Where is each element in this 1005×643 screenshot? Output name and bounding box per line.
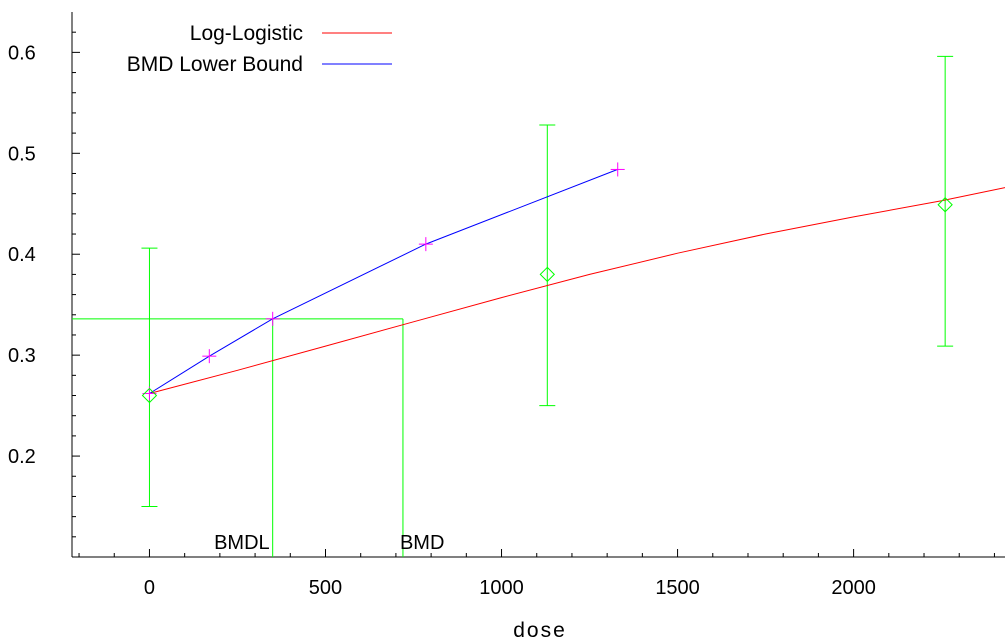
y-tick-label: 0.6 bbox=[8, 42, 36, 64]
plot-frame bbox=[71, 12, 1005, 558]
y-tick-label: 0.5 bbox=[8, 143, 36, 165]
annotations: BMDL BMD bbox=[214, 532, 444, 554]
x-axis: 0 500 1000 1500 2000 bbox=[78, 549, 995, 599]
bmd-markers bbox=[142, 162, 625, 401]
y-tick-label: 0.4 bbox=[8, 244, 36, 266]
x-axis-title: dose bbox=[513, 619, 567, 642]
observed-points bbox=[141, 197, 953, 404]
observed-mean-diamond bbox=[937, 197, 953, 213]
error-bar bbox=[539, 124, 556, 407]
error-bar bbox=[141, 247, 158, 508]
y-axis: 0.2 0.3 0.4 0.5 0.6 bbox=[8, 31, 80, 558]
x-tick-label: 1500 bbox=[655, 577, 700, 599]
observed-mean-diamond bbox=[141, 387, 158, 404]
plus-marker bbox=[202, 349, 217, 364]
observed-mean-diamond bbox=[539, 266, 556, 283]
series-lines bbox=[149, 168, 1005, 394]
plus-marker bbox=[418, 237, 433, 252]
legend-label: Log-Logistic bbox=[190, 22, 303, 45]
legend-label: BMD Lower Bound bbox=[127, 53, 303, 76]
plus-marker bbox=[610, 162, 625, 177]
x-tick-label: 500 bbox=[309, 577, 342, 599]
x-tick-label: 2000 bbox=[831, 577, 876, 599]
x-tick-label: 0 bbox=[144, 577, 155, 599]
x-tick-label: 1000 bbox=[479, 577, 524, 599]
bmd-label: BMD bbox=[400, 532, 444, 554]
legend: Log-Logistic BMD Lower Bound bbox=[127, 22, 392, 76]
bmdl-label: BMDL bbox=[214, 532, 270, 554]
error-bars bbox=[141, 55, 954, 508]
bmd-guide-lines bbox=[72, 318, 404, 557]
y-tick-label: 0.3 bbox=[8, 345, 36, 367]
log-logistic-line bbox=[149, 187, 1005, 394]
error-bar bbox=[937, 55, 954, 347]
y-tick-label: 0.2 bbox=[8, 446, 36, 468]
plus-marker bbox=[265, 311, 280, 326]
